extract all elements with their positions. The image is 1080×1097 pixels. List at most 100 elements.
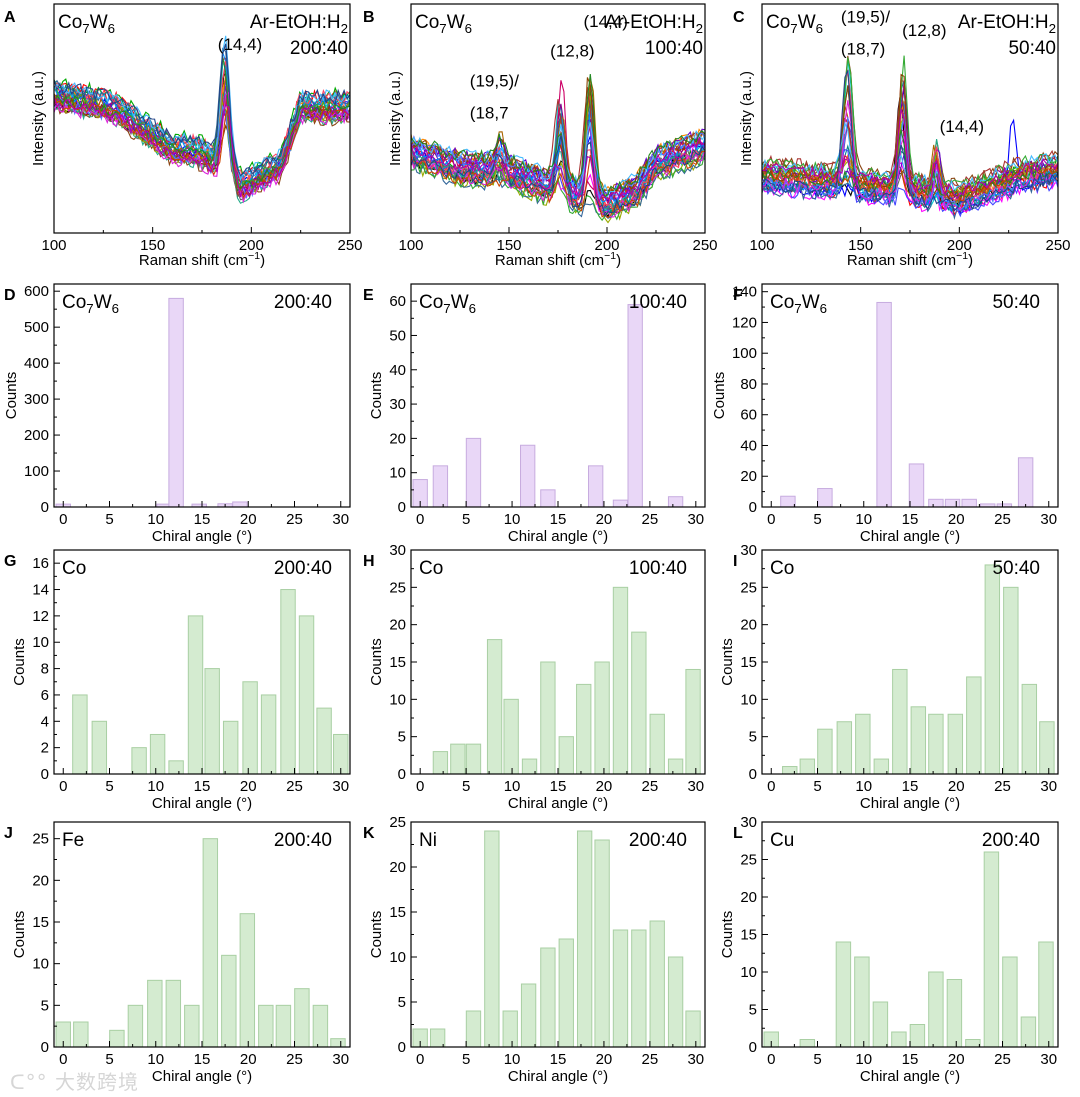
x-axis-label: Chiral angle (°) [508,528,608,545]
x-tick-label: 25 [642,511,659,528]
x-tick-label: 150 [848,237,873,254]
x-axis-label: Raman shift (cm−1) [847,250,973,269]
histogram-bar [280,589,296,775]
x-tick-label: 5 [813,511,821,528]
spectra-group [762,55,1058,221]
panel-letter: K [363,825,375,842]
y-tick-label: 100 [24,463,49,480]
histogram-bar [204,668,220,775]
watermark-icon: ᑕ°° [10,1070,48,1094]
histogram-bar [73,1021,89,1048]
panel-letter: E [363,287,374,304]
ratio-value: 200:40 [274,830,332,851]
y-tick-label: 0 [749,499,757,516]
y-tick-label: 10 [389,691,406,708]
catalyst-label: Co7W6 [766,12,823,36]
y-tick-label: 20 [740,617,757,634]
x-tick-label: 20 [240,511,257,528]
x-tick-label: 20 [596,1051,613,1068]
panel-letter: D [4,287,16,304]
histogram-bar [908,463,925,508]
histogram-bar [984,564,1001,775]
x-tick-label: 100 [398,237,423,254]
catalyst-label: Cu [770,830,794,851]
spectrum-line [54,98,350,204]
histogram-bar [780,495,796,508]
histogram-bar [892,668,908,775]
ratio-value: 50:40 [992,292,1040,313]
x-tick-label: 30 [1040,1051,1057,1068]
spectrum-line [762,70,1058,212]
histogram-bar [612,929,629,1048]
histogram-bar [520,444,536,508]
ratio-value: 50:40 [992,558,1040,579]
spectrum-line [54,58,350,196]
histogram-bar [312,1004,329,1048]
x-tick-label: 25 [994,778,1011,795]
y-tick-label: 15 [32,914,49,931]
plot-frame [410,283,706,508]
x-tick-label: 30 [687,1051,704,1068]
catalyst-label: Co [62,558,86,579]
x-tick-label: 0 [416,1051,424,1068]
spectrum-line [762,108,1058,202]
histogram-bar [503,698,519,775]
y-tick-label: 5 [398,994,406,1011]
y-tick-label: 20 [389,430,406,447]
y-tick-label: 15 [389,654,406,671]
y-tick-label: 10 [389,465,406,482]
histogram-bar [910,706,927,775]
spectrum-line [411,135,705,218]
x-tick-label: 20 [596,511,613,528]
y-tick-label: 10 [389,949,406,966]
y-axis-label: Intensity (a.u.) [30,71,47,166]
x-tick-label: 10 [855,511,872,528]
histogram-bar [612,586,629,775]
plot-frame [53,283,351,508]
spectrum-line [54,43,350,177]
y-tick-label: 100 [732,345,757,362]
catalyst-label: Co7W6 [62,292,119,316]
histogram-bar [168,760,184,775]
histogram-bar [576,830,593,1048]
spectrum-line [411,122,705,194]
x-tick-label: 0 [767,1051,775,1068]
x-tick-label: 5 [462,1051,470,1068]
x-tick-label: 10 [504,511,521,528]
x-tick-label: 5 [813,778,821,795]
histogram-bar [330,1038,346,1048]
y-tick-label: 12 [32,608,49,625]
spectrum-line [54,35,350,182]
ratio-value: 200:40 [982,830,1040,851]
ratio-value: 200:40 [274,292,332,313]
y-tick-label: 400 [24,355,49,372]
x-tick-label: 10 [147,1051,164,1068]
histogram-bar [685,668,701,775]
peak-annotation: (18,7 [470,104,509,123]
y-tick-label: 200 [24,427,49,444]
peak-annotation: (12,8) [550,42,594,61]
x-tick-label: 10 [504,778,521,795]
histogram-bar [168,297,184,508]
peak-annotation: (14,4) [940,117,984,136]
histogram-bar [612,499,629,508]
histogram-bar [1021,683,1038,775]
watermark-text: 大数跨境 [54,1070,139,1094]
x-tick-label: 200 [239,237,264,254]
histogram-bar [540,489,556,508]
histogram-bar [432,465,449,508]
y-axis-label: Counts [3,372,20,420]
y-tick-label: 25 [389,579,406,596]
histogram-bar [540,947,556,1048]
y-tick-label: 5 [749,1002,757,1019]
y-tick-label: 600 [24,283,49,300]
y-tick-label: 120 [732,314,757,331]
y-tick-label: 0 [41,499,49,516]
histogram-bar [520,983,537,1048]
y-tick-label: 5 [398,729,406,746]
y-tick-label: 10 [740,964,757,981]
x-tick-label: 15 [194,778,211,795]
y-tick-label: 30 [389,396,406,413]
x-tick-label: 25 [642,1051,659,1068]
y-tick-label: 300 [24,391,49,408]
